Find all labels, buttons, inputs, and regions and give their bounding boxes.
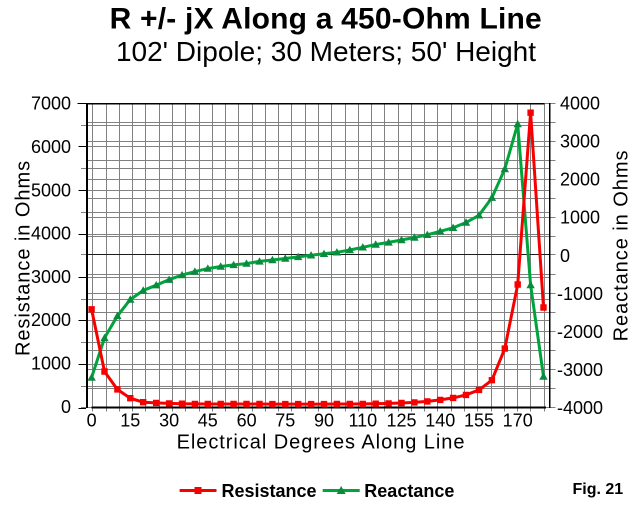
svg-text:Resistance in Ohms: Resistance in Ohms (13, 160, 35, 356)
svg-text:0: 0 (87, 411, 97, 431)
svg-text:R +/- jX Along a 450-Ohm Line: R +/- jX Along a 450-Ohm Line (110, 3, 542, 36)
svg-text:1000: 1000 (31, 354, 71, 374)
svg-text:-1000: -1000 (557, 284, 603, 304)
svg-text:Fig. 21: Fig. 21 (573, 481, 624, 498)
svg-text:140: 140 (425, 411, 455, 431)
svg-text:-2000: -2000 (557, 322, 603, 342)
svg-text:15: 15 (120, 411, 140, 431)
svg-text:4000: 4000 (31, 224, 71, 244)
svg-text:102' Dipole; 30 Meters; 50' He: 102' Dipole; 30 Meters; 50' Height (116, 36, 536, 67)
svg-text:4000: 4000 (560, 94, 600, 114)
svg-text:Resistance: Resistance (222, 481, 317, 501)
svg-text:-4000: -4000 (557, 398, 603, 418)
svg-text:7000: 7000 (31, 94, 71, 114)
svg-text:0: 0 (61, 397, 71, 417)
svg-text:0: 0 (560, 246, 570, 266)
svg-text:1000: 1000 (560, 208, 600, 228)
svg-text:110: 110 (348, 411, 377, 431)
svg-text:125: 125 (386, 411, 416, 431)
svg-text:2000: 2000 (31, 310, 71, 330)
svg-text:30: 30 (159, 411, 179, 431)
svg-text:155: 155 (464, 411, 494, 431)
svg-text:5000: 5000 (31, 180, 71, 200)
svg-text:60: 60 (237, 411, 257, 431)
svg-text:2000: 2000 (560, 170, 600, 190)
svg-text:-3000: -3000 (557, 360, 603, 380)
svg-text:Electrical Degrees Along Line: Electrical Degrees Along Line (177, 432, 466, 454)
svg-text:3000: 3000 (560, 132, 600, 152)
svg-text:3000: 3000 (31, 267, 71, 287)
svg-text:45: 45 (198, 411, 218, 431)
svg-text:170: 170 (503, 411, 533, 431)
svg-text:Reactance in Ohms: Reactance in Ohms (611, 150, 633, 342)
svg-text:Reactance: Reactance (364, 481, 454, 501)
svg-text:75: 75 (275, 411, 295, 431)
svg-text:90: 90 (314, 411, 334, 431)
svg-text:6000: 6000 (31, 137, 71, 157)
